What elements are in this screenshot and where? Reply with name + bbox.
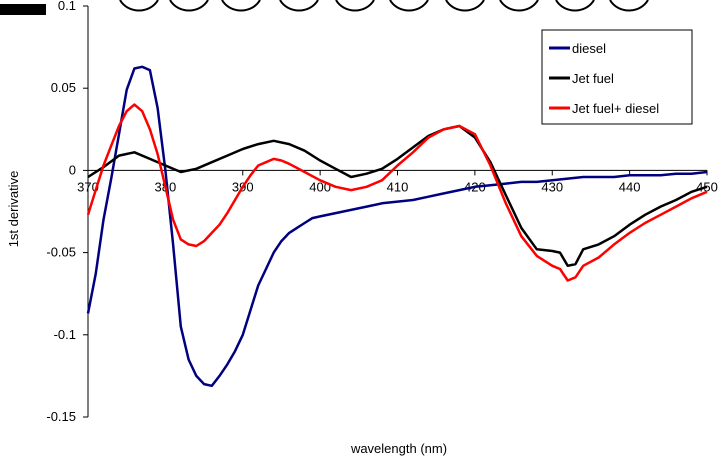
x-tick-label: 410 <box>387 179 409 194</box>
series-line-2 <box>87 124 708 268</box>
y-tick-label: 0 <box>69 162 76 177</box>
y-tick-label: -0.15 <box>46 409 76 424</box>
series-line-1 <box>86 65 708 388</box>
y-tick-label: -0.05 <box>46 245 76 260</box>
y-tick-label: 0.05 <box>51 80 76 95</box>
series-line-3 <box>86 103 708 282</box>
legend-label: Jet fuel <box>572 71 614 86</box>
x-axis-label: wavelength (nm) <box>350 441 447 456</box>
cropped-title-fragment <box>0 0 649 15</box>
series-layer <box>86 65 708 388</box>
y-tick-label: -0.1 <box>54 327 76 342</box>
legend-label: Jet fuel+ diesel <box>572 101 659 116</box>
x-tick-label: 430 <box>541 179 563 194</box>
y-tick-label: 0.1 <box>58 0 76 13</box>
legend-label: diesel <box>572 41 606 56</box>
legend: diesel Jet fuel Jet fuel+ diesel <box>541 29 693 125</box>
y-axis-label: 1st derivative <box>6 171 21 248</box>
x-tick-label: 370 <box>77 179 99 194</box>
title-bar-mark <box>0 4 46 15</box>
title-cropped-glyphs <box>119 0 649 12</box>
x-tick-label: 440 <box>619 179 641 194</box>
